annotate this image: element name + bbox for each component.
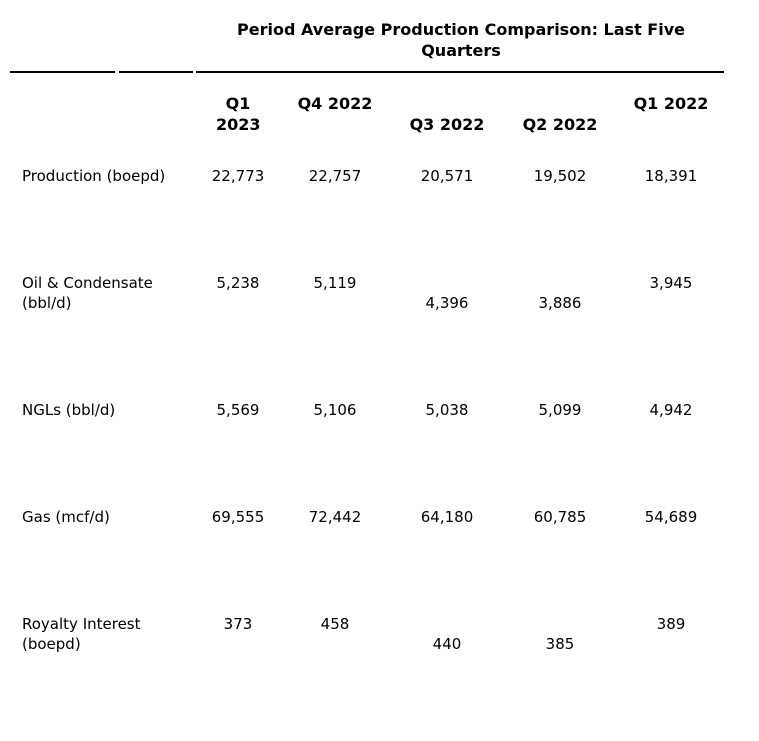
cell-ngls-q1-2022: 4,942 <box>649 401 693 419</box>
header-rule-segment-right <box>196 71 724 73</box>
cell-ngls-q4-2022: 5,106 <box>313 401 357 419</box>
cell-gas-q2-2022: 60,785 <box>533 508 587 526</box>
column-header-q3-2022: Q3 2022 <box>409 115 485 134</box>
cell-production-q2-2022: 19,502 <box>533 167 587 185</box>
cell-royalty-interest-q1-2023: 373 <box>223 615 253 633</box>
row-label-royalty-interest: Royalty Interest (boepd) <box>22 615 141 653</box>
row-label-gas: Gas (mcf/d) <box>22 508 110 526</box>
cell-oil-condensate-q4-2022: 5,119 <box>313 274 357 292</box>
row-label-oil-condensate: Oil & Condensate (bbl/d) <box>22 274 153 312</box>
cell-production-q3-2022: 20,571 <box>420 167 474 185</box>
cell-oil-condensate-q1-2022: 3,945 <box>649 274 693 292</box>
cell-royalty-interest-q3-2022: 440 <box>432 635 462 653</box>
column-header-q4-2022: Q4 2022 <box>297 94 373 113</box>
cell-production-q1-2022: 18,391 <box>644 167 698 185</box>
cell-oil-condensate-q2-2022: 3,886 <box>538 294 582 312</box>
cell-production-q4-2022: 22,757 <box>308 167 362 185</box>
column-header-q1-2023-label: Q1 2023 <box>216 94 261 134</box>
cell-oil-condensate-q1-2023: 5,238 <box>216 274 260 292</box>
cell-royalty-interest-q1-2022: 389 <box>656 615 686 633</box>
row-label-ngls: NGLs (bbl/d) <box>22 401 116 419</box>
report-page: Period Average Production Comparison: La… <box>10 20 724 653</box>
cell-ngls-q3-2022: 5,038 <box>425 401 469 419</box>
cell-royalty-interest-q4-2022: 458 <box>320 615 350 633</box>
label-column-header <box>10 73 198 166</box>
cell-ngls-q1-2023: 5,569 <box>216 401 260 419</box>
table-row-gas: Gas (mcf/d) 69,555 72,442 64,180 60,785 … <box>10 507 724 614</box>
column-header-q2-2022: Q2 2022 <box>522 115 598 134</box>
cell-gas-q1-2022: 54,689 <box>644 508 698 526</box>
table-row-royalty-interest: Royalty Interest (boepd) 373 458 440 385… <box>10 614 724 741</box>
column-header-row: Q1 2023 Q4 2022 Q3 2022 Q2 2022 Q1 2022 <box>10 73 724 166</box>
table-row-production: Production (boepd) 22,773 22,757 20,571 … <box>10 166 724 273</box>
column-header-q1-2022: Q1 2022 <box>633 94 709 113</box>
production-comparison-table: Q1 2023 Q4 2022 Q3 2022 Q2 2022 Q1 2022 … <box>10 73 724 741</box>
cell-gas-q3-2022: 64,180 <box>420 508 474 526</box>
table-row-oil-condensate: Oil & Condensate (bbl/d) 5,238 5,119 4,3… <box>10 273 724 400</box>
header-rule-segment-left <box>10 71 115 73</box>
cell-gas-q1-2023: 69,555 <box>211 508 265 526</box>
table-row-ngls: NGLs (bbl/d) 5,569 5,106 5,038 5,099 4,9… <box>10 400 724 507</box>
cell-ngls-q2-2022: 5,099 <box>538 401 582 419</box>
row-label-production: Production (boepd) <box>22 167 166 185</box>
cell-gas-q4-2022: 72,442 <box>308 508 362 526</box>
cell-royalty-interest-q2-2022: 385 <box>545 635 575 653</box>
cell-oil-condensate-q3-2022: 4,396 <box>425 294 469 312</box>
header-rule-segment-middle <box>119 71 193 73</box>
cell-production-q1-2023: 22,773 <box>211 167 265 185</box>
column-header-q1-2023: Q1 2023 <box>198 73 278 166</box>
table-title: Period Average Production Comparison: La… <box>237 20 685 60</box>
